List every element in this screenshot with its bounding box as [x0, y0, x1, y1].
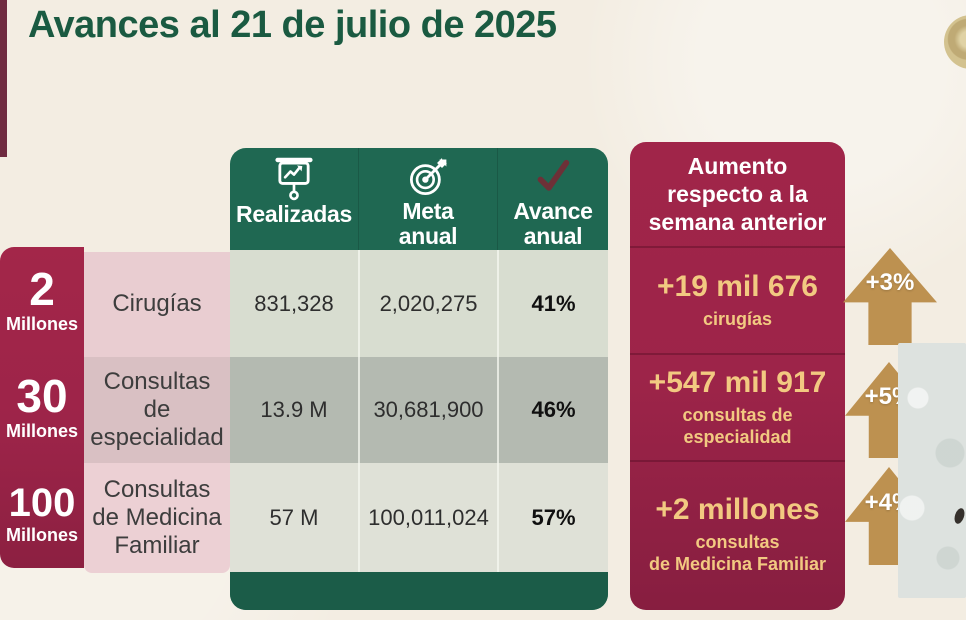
weekly-item-cirugias: +19 mil 676 cirugías	[630, 248, 845, 355]
up-arrow-icon: +3%	[843, 248, 937, 345]
milestone-value: 2	[29, 262, 55, 315]
results-table-body: 831,328 2,020,275 41% 13.9 M 30,681,900 …	[230, 250, 608, 572]
growth-percent: +3%	[865, 269, 915, 297]
column-realizadas: Realizadas	[230, 148, 358, 250]
table-row: 831,328 2,020,275 41%	[230, 250, 608, 357]
weekly-item-value: +547 mil 917	[648, 366, 827, 400]
weekly-item-especialidad: +547 mil 917 consultas de especialidad	[630, 355, 845, 462]
milestone-column: 2 Millones 30 Millones 100 Millones	[0, 247, 84, 568]
milestone-unit: Millones	[5, 420, 78, 441]
overlay-mark	[952, 507, 966, 525]
cell-realizadas: 831,328	[254, 290, 334, 316]
weekly-increase-panel: Aumento respecto a la semana anterior +1…	[630, 142, 845, 610]
cell-meta-anual: 2,020,275	[358, 250, 497, 357]
weekly-item-medicina-familiar: +2 millones consultas de Medicina Famili…	[630, 462, 845, 606]
target-icon	[407, 156, 449, 199]
weekly-item-label: consultas de Medicina Familiar	[648, 531, 827, 574]
cell-avance-anual: 41%	[497, 250, 608, 357]
milestone-unit: Millones	[5, 524, 78, 545]
milestone-medicina-familiar: 100 Millones	[0, 461, 84, 568]
cell-meta-anual: 100,011,024	[358, 463, 497, 572]
weekly-item-label: consultas de especialidad	[682, 405, 793, 447]
gold-seal-logo	[944, 15, 966, 69]
weekly-item-value: +2 millones	[655, 492, 820, 526]
column-label: Avance anual	[513, 197, 593, 250]
milestone-cirugias: 2 Millones	[0, 247, 84, 354]
presentation-chart-icon	[272, 156, 316, 202]
concept-especialidad: Consultas de especialidad	[84, 357, 230, 463]
milestone-value: 30	[16, 369, 68, 422]
weekly-item-value: +19 mil 676	[657, 270, 818, 304]
checkmark-icon	[533, 156, 573, 199]
column-avance-anual: Avance anual	[497, 148, 608, 250]
weekly-item-label: cirugías	[702, 309, 773, 330]
column-meta-anual: Meta anual	[358, 148, 497, 250]
column-label: Meta anual	[398, 197, 458, 250]
decorative-overlay-panel	[898, 343, 966, 598]
table-row: 13.9 M 30,681,900 46%	[230, 357, 608, 463]
concept-medicina-familiar: Consultas de Medicina Familiar	[84, 463, 230, 573]
results-table-header: Realizadas Meta anual	[230, 148, 608, 250]
column-label: Realizadas	[236, 201, 352, 227]
cell-realizadas: 13.9 M	[260, 397, 328, 422]
left-accent-stripe	[0, 0, 7, 157]
results-table-footer	[230, 572, 608, 610]
cell-avance-anual: 57%	[497, 463, 608, 572]
results-table: Realizadas Meta anual	[230, 148, 608, 610]
cell-avance-anual: 46%	[497, 357, 608, 463]
weekly-panel-header: Aumento respecto a la semana anterior	[630, 142, 845, 248]
concept-cirugias: Cirugías	[84, 252, 230, 357]
cell-realizadas: 57 M	[269, 504, 319, 530]
page-title: Avances al 21 de julio de 2025	[28, 4, 557, 46]
table-row: 57 M 100,011,024 57%	[230, 463, 608, 572]
cell-meta-anual: 30,681,900	[358, 357, 497, 463]
milestone-unit: Millones	[5, 313, 78, 334]
milestone-especialidad: 30 Millones	[0, 354, 84, 461]
concept-column: Cirugías Consultas de especialidad Consu…	[84, 252, 230, 573]
milestone-value: 100	[8, 480, 76, 525]
